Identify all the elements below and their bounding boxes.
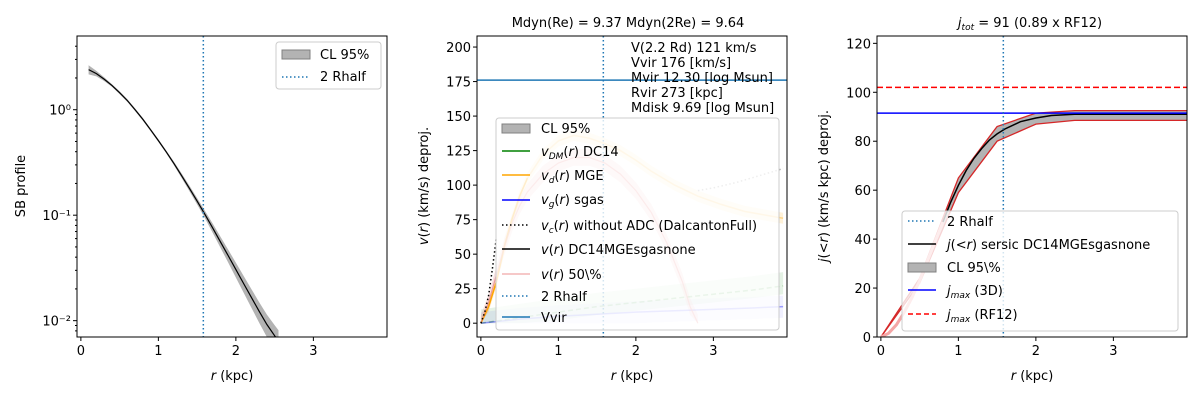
y-tick-label: 0 — [463, 317, 471, 332]
x-tick-label: 0 — [477, 344, 485, 359]
y-tick-label: 100 — [846, 86, 871, 101]
annotation-rvir: Rvir 273 [kpc] — [631, 86, 723, 101]
y-axis-label: SB profile — [14, 155, 29, 217]
legend-swatch-cl95 — [907, 262, 937, 273]
y-tick-label: 10⁻¹ — [42, 209, 71, 224]
panel-title: jtot = 91 (0.89 x RF12) — [956, 16, 1102, 33]
x-tick-label: 3 — [309, 344, 317, 359]
legend-label-rhalf: 2 Rhalf — [947, 215, 993, 230]
y-tick-label: 60 — [854, 184, 871, 199]
legend-label-cl95: CL 95\% — [947, 261, 1001, 276]
y-tick-label: 10⁻² — [42, 315, 71, 330]
cl95-band — [88, 65, 279, 337]
y-tick-label: 50 — [454, 248, 471, 263]
panel-frame — [476, 35, 788, 338]
x-tick-label: 1 — [154, 344, 162, 359]
legend: CL 95% 2 Rhalf — [275, 41, 382, 90]
y-axis-label: j(<r) (km/s kpc) deproj. — [817, 110, 832, 264]
y-tick-label: 80 — [854, 135, 871, 150]
x-axis-label: r (kpc) — [1011, 369, 1054, 384]
y-tick-label: 0 — [863, 331, 871, 346]
annotation-vvir: Vvir 176 [km/s] — [631, 56, 731, 71]
annotations: V(2.2 Rd) 121 km/s Vvir 176 [km/s] Mvir … — [631, 41, 774, 116]
y-tick-label: 125 — [446, 145, 471, 160]
panel-frame — [876, 35, 1188, 338]
legend-label-j: j(<r) sersic DC14MGEsgasnone — [945, 238, 1150, 253]
legend-label-cl95: CL 95% — [320, 48, 369, 63]
y-axis-label: v(r) (km/s) deproj. — [417, 127, 432, 245]
x-axis-label: r (kpc) — [211, 369, 254, 384]
legend-label-vg: vg(r) sgas — [541, 193, 604, 210]
x-tick-label: 2 — [632, 344, 640, 359]
legend-swatch-cl95 — [501, 123, 531, 134]
legend-label-v50: v(r) 50\% — [541, 268, 602, 283]
y-tick-label: 100 — [446, 179, 471, 194]
y-tick-label: 10⁰ — [49, 104, 71, 119]
x-tick-label: 2 — [1032, 344, 1040, 359]
x-tick-label: 0 — [877, 344, 885, 359]
legend-label-vd: vd(r) MGE — [541, 169, 604, 186]
y-tick-label: 25 — [454, 283, 471, 298]
y-tick-label: 40 — [854, 233, 871, 248]
y-tick-label: 175 — [446, 76, 471, 91]
annotation-mdisk: Mdisk 9.69 [log Msun] — [631, 101, 774, 116]
legend-label-cl95: CL 95% — [541, 122, 590, 137]
sb-profile-panel: 0 1 2 3 10⁻² 10⁻¹ 10⁰ r (kpc) SB profile CL 95… — [14, 35, 388, 384]
sb-profile-line — [88, 69, 277, 337]
y-tick-label: 75 — [454, 214, 471, 229]
x-axis-label: r (kpc) — [611, 369, 654, 384]
legend-label-vvir: Vvir — [541, 311, 567, 326]
legend-label-rhalf: 2 Rhalf — [320, 70, 366, 85]
x-tick-label: 3 — [1109, 344, 1117, 359]
x-tick-label: 2 — [232, 344, 240, 359]
legend: CL 95% vDM(r) DC14 vd(r) MGE vg(r) sgas … — [495, 117, 780, 331]
legend-label-v: v(r) DC14MGEsgasnone — [541, 243, 696, 258]
y-tick-label: 150 — [446, 110, 471, 125]
x-tick-label: 1 — [554, 344, 562, 359]
x-tick-label: 3 — [709, 344, 717, 359]
panel-title: Mdyn(Re) = 9.37 Mdyn(2Re) = 9.64 — [512, 16, 745, 31]
legend: 2 Rhalf j(<r) sersic DC14MGEsgasnone CL … — [901, 210, 1179, 332]
y-tick-label: 200 — [446, 41, 471, 56]
panel-frame — [76, 35, 388, 338]
annotation-v22: V(2.2 Rd) 121 km/s — [631, 41, 757, 56]
angular-momentum-panel: 0 1 2 3 0 20 40 60 80 100 120 jtot = 91 (0.89 x RF… — [817, 16, 1188, 384]
legend-swatch-cl95 — [281, 49, 311, 60]
legend-label-vc: vc(r) without ADC (DalcantonFull) — [541, 219, 757, 236]
y-tick-label: 20 — [854, 282, 871, 297]
vc-line — [480, 237, 498, 324]
legend-label-jmaxrf12: jmax (RF12) — [945, 308, 1018, 325]
x-tick-label: 1 — [954, 344, 962, 359]
annotation-mvir: Mvir 12.30 [log Msun] — [631, 71, 773, 86]
y-tick-label: 120 — [846, 37, 871, 52]
legend-label-jmax3d: jmax (3D) — [945, 284, 1003, 301]
legend-label-rhalf: 2 Rhalf — [541, 290, 587, 305]
x-tick-label: 0 — [77, 344, 85, 359]
plot-area — [88, 36, 279, 337]
velocity-panel: 0 1 2 3 0 25 50 75 100 125 150 175 200 Mdyn(Re) = 9.… — [417, 16, 788, 384]
